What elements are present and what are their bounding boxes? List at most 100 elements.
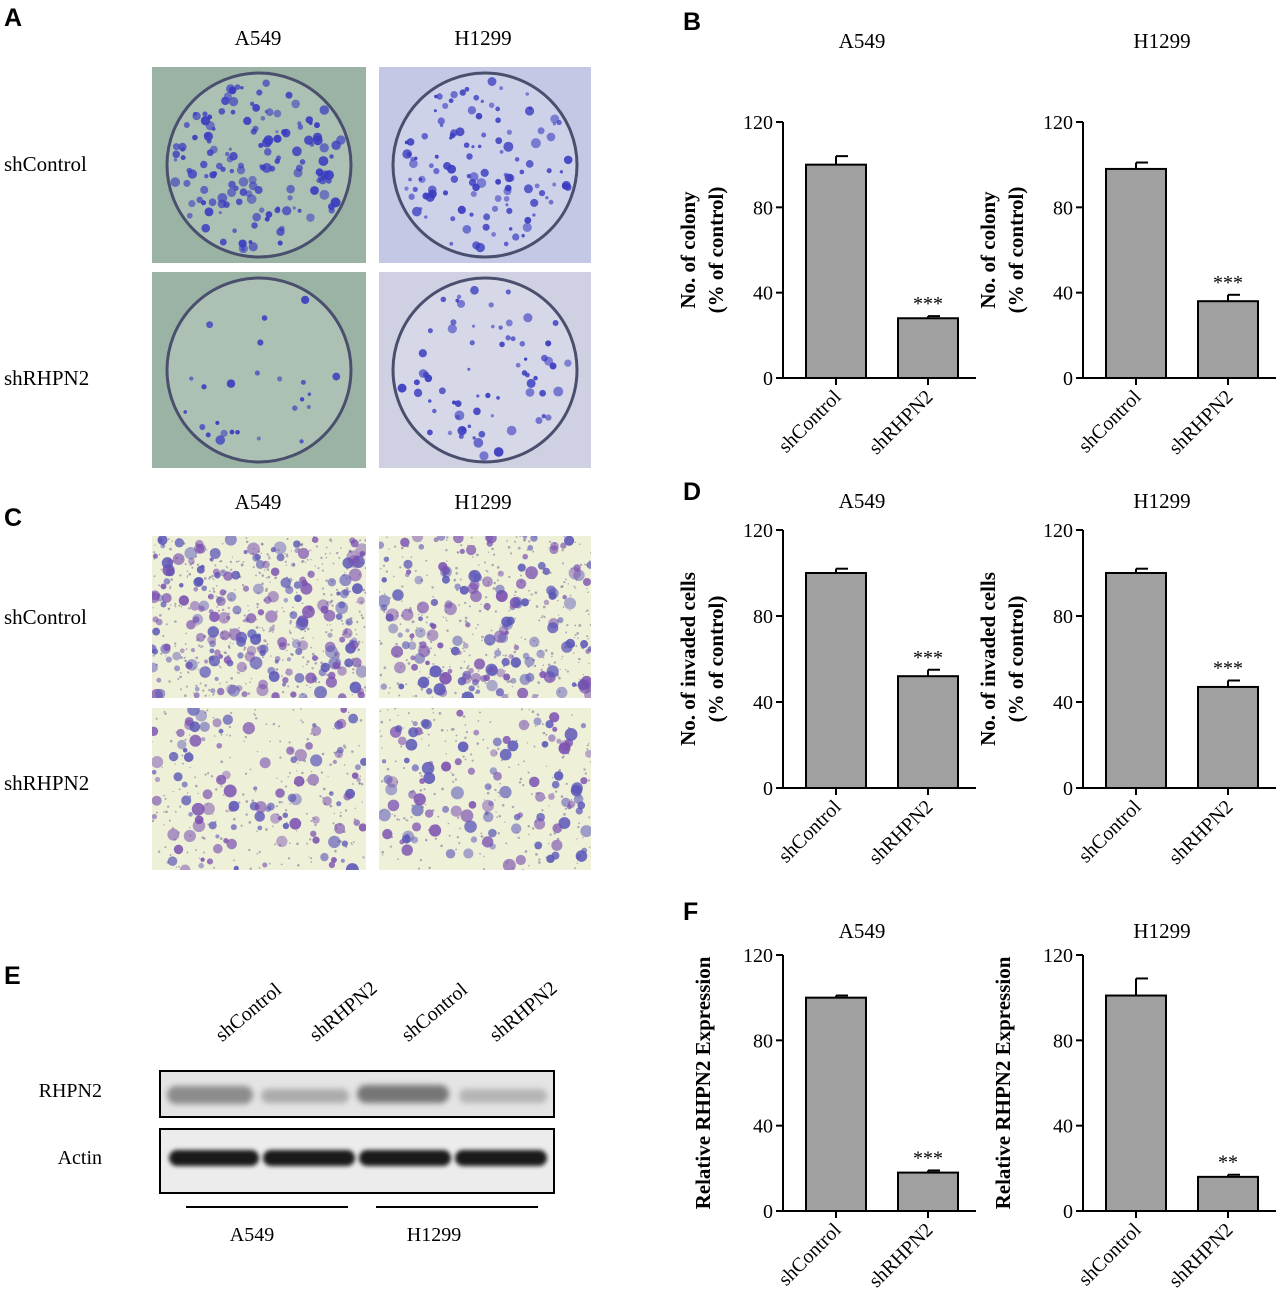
colony-dot [433, 109, 437, 113]
pore-dot [506, 680, 510, 684]
pore-dot [506, 540, 508, 542]
pore-dot [576, 838, 578, 840]
invaded-cell [398, 683, 405, 690]
pore-dot [479, 852, 481, 855]
pore-dot [305, 779, 308, 781]
panel-letter-f: F [683, 898, 699, 926]
pore-dot [301, 771, 304, 775]
pore-dot [272, 624, 275, 628]
pore-dot [385, 570, 388, 573]
invaded-cell [471, 672, 482, 683]
pore-dot [403, 817, 406, 820]
pore-dot [290, 550, 293, 552]
pore-dot [379, 730, 381, 732]
pore-dot [248, 820, 252, 824]
pore-dot [531, 827, 535, 830]
pore-dot [184, 643, 187, 645]
colony-dot [462, 224, 472, 234]
invaded-cell [380, 604, 388, 612]
pore-dot [432, 662, 435, 665]
pore-dot [245, 537, 248, 540]
pore-dot [414, 694, 418, 698]
invaded-cell [586, 561, 591, 569]
pore-dot [282, 610, 285, 613]
pore-dot [362, 641, 364, 643]
pore-dot [296, 591, 298, 594]
colony-dot [458, 433, 464, 439]
pore-dot [242, 619, 246, 623]
panel-c-col-a549: A549 [234, 490, 282, 514]
colony-dot [561, 180, 571, 190]
colony-dot [229, 429, 235, 435]
pore-dot [284, 560, 287, 563]
pore-dot [481, 635, 484, 639]
pore-dot [221, 542, 224, 545]
colony-dot [292, 146, 302, 157]
pore-dot [212, 577, 214, 580]
colony-dot [277, 240, 283, 246]
pore-dot [320, 661, 323, 665]
pore-dot [207, 772, 210, 775]
invaded-cell [515, 854, 526, 866]
pore-dot [296, 830, 298, 832]
invaded-cell [228, 806, 235, 812]
invaded-cell [311, 725, 322, 736]
pore-dot [400, 546, 404, 550]
pore-dot [256, 602, 260, 606]
pore-dot [480, 835, 484, 838]
pore-dot [313, 818, 316, 820]
significance-marker: ** [1218, 1152, 1238, 1174]
bar-shcontrol [1105, 572, 1167, 789]
invaded-cell [285, 668, 293, 676]
colony-dot [282, 206, 292, 216]
pore-dot [577, 825, 580, 829]
pore-dot [302, 656, 305, 659]
pore-dot [459, 578, 462, 581]
pore-dot [496, 816, 498, 819]
pore-dot [400, 745, 403, 748]
pore-dot [180, 605, 183, 608]
pore-dot [279, 740, 282, 743]
colony-dot [467, 367, 471, 371]
pore-dot [556, 599, 559, 602]
invaded-cell [311, 675, 318, 682]
pore-dot [482, 738, 485, 741]
pore-dot [508, 766, 511, 769]
pore-dot [341, 623, 344, 625]
pore-dot [229, 756, 231, 759]
invaded-cell [307, 570, 315, 579]
invaded-cell [470, 836, 478, 843]
pore-dot [380, 735, 383, 738]
pore-dot [289, 631, 292, 635]
invaded-cell [339, 574, 352, 587]
colony-dot [227, 187, 237, 197]
pore-dot [235, 560, 238, 563]
invaded-cell [514, 600, 523, 609]
invaded-cell [181, 781, 188, 788]
pore-dot [230, 711, 233, 715]
pore-dot [254, 708, 256, 711]
invaded-cell [216, 687, 225, 696]
invaded-cell [343, 792, 352, 801]
invaded-cell [390, 645, 404, 658]
colony-dot [559, 170, 564, 174]
colony-dot [476, 178, 487, 188]
y-tick-label: 120 [1043, 945, 1073, 967]
colony-dot [228, 147, 232, 151]
pore-dot [310, 861, 313, 863]
invaded-cell [480, 675, 488, 683]
colony-dot [180, 155, 186, 161]
invaded-cell [297, 547, 310, 560]
invaded-cell [351, 772, 359, 779]
pore-dot [396, 781, 399, 783]
invaded-cell [214, 649, 221, 656]
pore-dot [548, 547, 550, 549]
pore-dot [382, 564, 386, 567]
blot-lane-label-3: shControl [397, 978, 472, 1047]
invaded-cell [459, 585, 469, 595]
invaded-cell [397, 736, 407, 746]
pore-dot [548, 805, 550, 807]
pore-dot [332, 822, 335, 825]
pore-dot [329, 804, 333, 808]
pore-dot [281, 659, 284, 662]
